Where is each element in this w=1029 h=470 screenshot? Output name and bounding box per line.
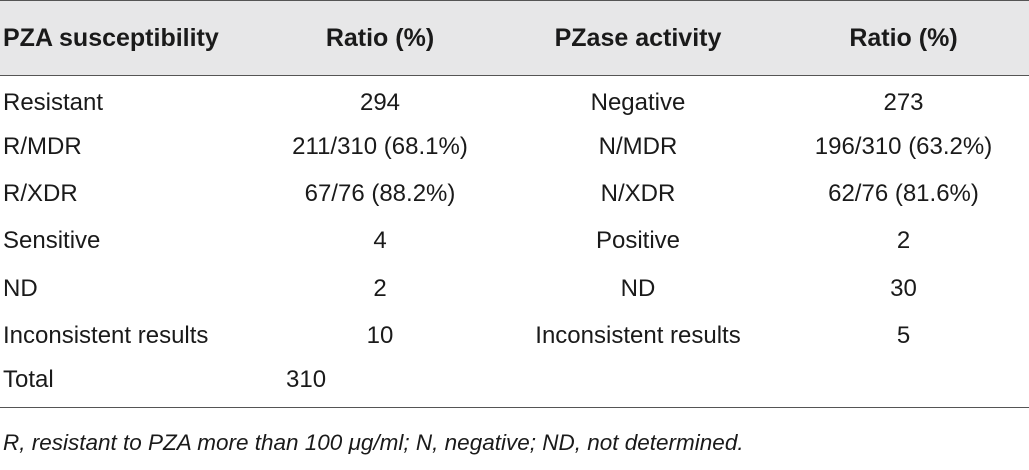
table-row: R/MDR 211/310 (68.1%) N/MDR 196/310 (63.… (0, 123, 1029, 170)
table-row: R/XDR 67/76 (88.2%) N/XDR 62/76 (81.6%) (0, 170, 1029, 217)
cell-ratio: 62/76 (81.6%) (828, 179, 979, 207)
results-table-container: PZA susceptibility Ratio (%) PZase activ… (0, 0, 1029, 408)
table-header: PZA susceptibility Ratio (%) PZase activ… (0, 0, 1029, 76)
cell-empty (778, 360, 1029, 407)
cell-pzase-activity: Positive (595, 227, 681, 255)
cell-ratio: 5 (896, 322, 911, 350)
cell-ratio: 211/310 (68.1%) (292, 132, 468, 160)
cell-ratio: 2 (373, 274, 387, 302)
cell-ratio: 2 (896, 227, 911, 255)
cell-pzase-activity: ND (620, 274, 656, 302)
header-pza-susceptibility: PZA susceptibility (3, 23, 219, 52)
table-row-total: Total 310 (0, 360, 1029, 408)
cell-ratio: 196/310 (63.2%) (814, 132, 993, 160)
cell-ratio: 4 (373, 227, 387, 255)
header-row: PZA susceptibility Ratio (%) PZase activ… (0, 0, 1029, 76)
table-footnote: R, resistant to PZA more than 100 μg/ml;… (3, 430, 744, 455)
cell-ratio: 30 (890, 274, 917, 302)
table-row: ND 2 ND 30 (0, 265, 1029, 312)
cell-empty (498, 360, 778, 407)
cell-susceptibility: ND (3, 274, 38, 302)
cell-ratio: 10 (366, 322, 394, 350)
cell-pzase-activity: Inconsistent results (535, 322, 741, 350)
table-body: Resistant 294 Negative 273 R/MDR 211/310… (0, 76, 1029, 408)
cell-pzase-activity: N/XDR (600, 179, 676, 207)
cell-ratio: 273 (883, 89, 924, 117)
cell-total-label: Total (3, 366, 54, 394)
table-row: Inconsistent results 10 Inconsistent res… (0, 312, 1029, 359)
cell-pzase-activity: Negative (590, 89, 686, 117)
cell-susceptibility: Inconsistent results (3, 322, 209, 350)
cell-susceptibility: Resistant (3, 89, 104, 117)
header-ratio-susceptibility: Ratio (%) (325, 23, 435, 52)
cell-ratio: 67/76 (88.2%) (304, 179, 456, 207)
cell-susceptibility: Sensitive (3, 227, 101, 255)
header-ratio-pzase: Ratio (%) (849, 23, 958, 52)
cell-ratio: 294 (359, 89, 401, 117)
cell-susceptibility: R/XDR (3, 179, 78, 207)
table-row: Sensitive 4 Positive 2 (0, 218, 1029, 265)
table-row: Resistant 294 Negative 273 (0, 76, 1029, 123)
cell-total-value: 310 (286, 366, 327, 394)
cell-susceptibility: R/MDR (3, 132, 82, 160)
pza-results-table: PZA susceptibility Ratio (%) PZase activ… (0, 0, 1029, 408)
header-pzase-activity: PZase activity (554, 23, 722, 52)
cell-pzase-activity: N/MDR (598, 132, 678, 160)
